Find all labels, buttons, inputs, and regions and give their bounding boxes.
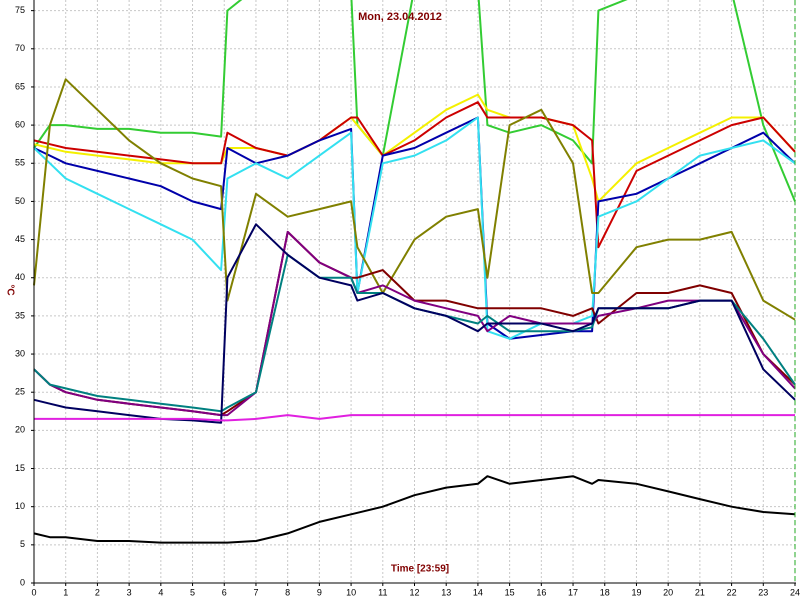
y-tick-label: 50	[15, 196, 25, 206]
x-tick-label: 16	[536, 587, 546, 597]
y-tick-label: 55	[15, 158, 25, 168]
y-tick-label: 45	[15, 234, 25, 244]
y-tick-label: 10	[15, 501, 25, 511]
y-tick-label: 60	[15, 119, 25, 129]
y-tick-label: 0	[20, 577, 25, 587]
x-tick-label: 17	[568, 587, 578, 597]
y-tick-label: 25	[15, 387, 25, 397]
data-line	[33, 230, 796, 417]
x-tick-label: 9	[317, 587, 322, 597]
x-tick-label: 4	[158, 587, 163, 597]
x-tick-label: 10	[346, 587, 356, 597]
data-line	[33, 116, 796, 340]
x-tick-label: 22	[727, 587, 737, 597]
x-tick-label: 15	[505, 587, 515, 597]
y-tick-label: 20	[15, 425, 25, 435]
y-tick-label: 70	[15, 43, 25, 53]
x-tick-label: 13	[441, 587, 451, 597]
x-tick-label: 6	[222, 587, 227, 597]
data-line	[33, 78, 796, 321]
y-tick-label: 35	[15, 310, 25, 320]
y-axis-label: °C	[4, 284, 15, 295]
x-tick-label: 8	[285, 587, 290, 597]
y-tick-label: 5	[20, 539, 25, 549]
x-tick-label: 0	[31, 587, 36, 597]
data-line	[33, 93, 796, 203]
y-tick-label: 30	[15, 348, 25, 358]
x-tick-label: 5	[190, 587, 195, 597]
data-line	[33, 116, 796, 340]
y-tick-label: 15	[15, 463, 25, 473]
data-line	[33, 475, 796, 544]
x-tick-label: 20	[663, 587, 673, 597]
chart-title: Mon, 23.04.2012	[358, 11, 442, 23]
x-tick-label: 24	[790, 587, 800, 597]
x-tick-label: 21	[695, 587, 705, 597]
data-line	[34, 414, 795, 422]
data-line	[33, 0, 796, 202]
x-tick-label: 14	[473, 587, 483, 597]
x-axis-label: Time [23:59]	[391, 564, 449, 575]
y-tick-label: 65	[15, 81, 25, 91]
x-tick-label: 19	[631, 587, 641, 597]
x-tick-label: 2	[95, 587, 100, 597]
x-tick-label: 3	[127, 587, 132, 597]
plot-lines	[33, 0, 796, 544]
x-tick-label: 12	[409, 587, 419, 597]
y-tick-label: 75	[15, 5, 25, 15]
x-tick-label: 11	[378, 587, 387, 597]
x-tick-label: 18	[600, 587, 610, 597]
x-tick-label: 1	[63, 587, 68, 597]
y-tick-label: 40	[15, 272, 25, 282]
x-tick-label: 7	[253, 587, 258, 597]
x-tick-label: 23	[758, 587, 768, 597]
